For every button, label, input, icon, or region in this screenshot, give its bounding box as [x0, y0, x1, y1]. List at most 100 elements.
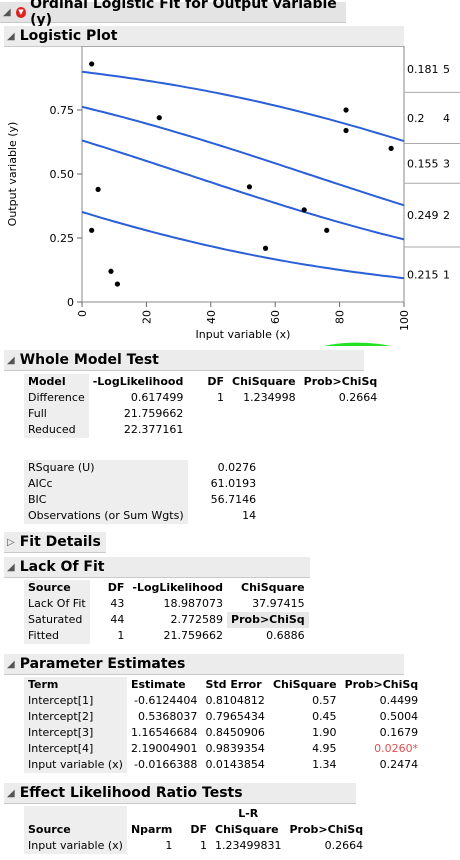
- data-point: [343, 127, 349, 134]
- x-tick-label: 100: [398, 310, 411, 331]
- y-tick-label: 0: [67, 296, 74, 309]
- effect-lr-table: L-R Source Nparm DF ChiSquare Prob>ChiSq…: [24, 806, 367, 854]
- level-probability: 0.249: [407, 209, 439, 222]
- stat-value: 0.0276: [217, 461, 257, 474]
- cell: 21.759662: [123, 407, 184, 420]
- plot-frame: [81, 46, 405, 303]
- disclosure-triangle-icon[interactable]: ◢: [7, 354, 15, 366]
- disclosure-triangle-icon[interactable]: ◢: [7, 561, 15, 573]
- cell: 0.617499: [130, 391, 184, 404]
- cell: 0.8450906: [205, 726, 265, 739]
- y-tick-label: 0.75: [50, 104, 75, 117]
- whole-model-table: Model -LogLikelihood DF ChiSquare Prob>C…: [24, 374, 381, 438]
- level-label: 4: [443, 112, 450, 125]
- x-tick-label: 0: [76, 310, 89, 317]
- table-row: RSquare (U) 0.0276: [24, 460, 260, 476]
- table-header-row: Model -LogLikelihood DF ChiSquare Prob>C…: [24, 374, 381, 390]
- cell: 18.987073: [163, 597, 224, 610]
- table-row: BIC 56.7146: [24, 492, 260, 508]
- col-estimate: Estimate: [130, 678, 186, 691]
- col-chisquare: ChiSquare: [215, 823, 279, 836]
- report-title: Ordinal Logistic Fit for Output variable…: [30, 0, 337, 28]
- col-model: Model: [24, 374, 89, 390]
- table-row: Saturated 44 2.772589 Prob>ChiSq: [24, 612, 309, 628]
- level-probability: 0.155: [407, 157, 439, 170]
- table-row: Input variable (x) -0.0166388 0.0143854 …: [24, 757, 422, 773]
- fit-details-title: Fit Details: [19, 534, 101, 550]
- logistic-plot-header[interactable]: ◢ Logistic Plot: [4, 26, 404, 47]
- x-tick-label: 20: [140, 310, 153, 324]
- disclosure-triangle-icon[interactable]: ◢: [7, 787, 15, 799]
- parameter-estimates-header[interactable]: ◢ Parameter Estimates: [4, 654, 404, 675]
- cell: 0.4499: [379, 694, 419, 707]
- cell: 0.5004: [379, 710, 419, 723]
- col-source: Source: [24, 580, 90, 596]
- disclosure-triangle-icon[interactable]: ◢: [7, 30, 15, 42]
- col-loglik: -LogLikelihood: [92, 375, 184, 388]
- stat-label: Observations (or Sum Wgts): [24, 508, 188, 524]
- data-point: [156, 115, 162, 121]
- row-label: Input variable (x): [24, 757, 127, 773]
- significant-p-value: 0.0260*: [374, 742, 419, 755]
- row-label: Difference: [24, 390, 89, 406]
- parameter-estimates-table: Term Estimate Std Error ChiSquare Prob>C…: [24, 677, 422, 773]
- cell: 43: [110, 597, 125, 610]
- col-prob: Prob>ChiSq: [344, 678, 419, 691]
- table-row: Intercept[4] 2.19004901 0.9839354 4.95 0…: [24, 741, 422, 757]
- cell: 0.5368037: [137, 710, 198, 723]
- highlight-circle: [323, 342, 390, 346]
- disclosure-triangle-icon[interactable]: ◢: [3, 6, 11, 18]
- cell: 0.57: [312, 694, 337, 707]
- row-label: Intercept[3]: [24, 725, 127, 741]
- cell: 0.8104812: [205, 694, 265, 707]
- cumulative-probability-curve: [81, 105, 405, 207]
- disclosure-triangle-icon[interactable]: ◢: [7, 658, 15, 670]
- fit-details-header[interactable]: ▷ Fit Details: [4, 532, 106, 553]
- data-point: [246, 184, 253, 190]
- fit-stats-table: RSquare (U) 0.0276 AICc 61.0193 BIC 56.7146…: [24, 460, 260, 524]
- cell: 22.377161: [123, 423, 184, 436]
- effect-lr-tests-header[interactable]: ◢ Effect Likelihood Ratio Tests: [4, 783, 356, 804]
- lack-of-fit-header[interactable]: ◢ Lack Of Fit: [4, 557, 310, 578]
- row-label: Intercept[4]: [24, 741, 127, 757]
- cell: 0.0143854: [205, 758, 265, 771]
- data-point: [108, 268, 114, 274]
- table-row: Intercept[2] 0.5368037 0.7965434 0.45 0.…: [24, 709, 422, 725]
- whole-model-test-title: Whole Model Test: [19, 352, 159, 368]
- x-axis-label: Input variable (x): [196, 328, 291, 341]
- table-header-row: L-R: [24, 806, 367, 822]
- level-label: 3: [443, 157, 450, 170]
- y-axis-label: Output variable (y): [6, 122, 19, 227]
- col-df: DF: [107, 581, 125, 594]
- table-row: Fitted 1 21.759662 0.6886: [24, 628, 309, 644]
- cell: 1.90: [312, 726, 337, 739]
- row-label: Full: [24, 406, 89, 422]
- disclosure-collapsed-icon[interactable]: ▷: [7, 536, 15, 548]
- stat-value: 14: [242, 509, 257, 522]
- data-point: [324, 227, 330, 233]
- col-chisquare: ChiSquare: [232, 375, 296, 388]
- cell: 44: [110, 613, 125, 626]
- x-tick-label: 80: [334, 310, 347, 324]
- whole-model-test-header[interactable]: ◢ Whole Model Test: [4, 350, 364, 371]
- stat-value: 56.7146: [210, 493, 257, 506]
- col-prob: Prob>ChiSq: [289, 823, 364, 836]
- stat-label: BIC: [24, 492, 188, 508]
- row-label: Reduced: [24, 422, 89, 438]
- cumulative-probability-curve: [81, 70, 405, 143]
- table-row: Observations (or Sum Wgts) 14: [24, 508, 260, 524]
- row-label: Lack Of Fit: [24, 596, 90, 612]
- level-label: 2: [443, 209, 450, 222]
- row-label: Input variable (x): [24, 838, 127, 854]
- col-df: DF: [190, 823, 207, 836]
- parameter-estimates-title: Parameter Estimates: [19, 656, 186, 672]
- row-label: Intercept[2]: [24, 709, 127, 725]
- stat-label: RSquare (U): [24, 460, 188, 476]
- data-point: [89, 61, 95, 67]
- stat-label: AICc: [24, 476, 188, 492]
- cell: 21.759662: [163, 629, 224, 642]
- cell: 2.772589: [170, 613, 224, 626]
- cell: -0.6124404: [133, 694, 198, 707]
- red-triangle-menu-icon[interactable]: ▼: [15, 6, 27, 18]
- data-point: [301, 207, 307, 213]
